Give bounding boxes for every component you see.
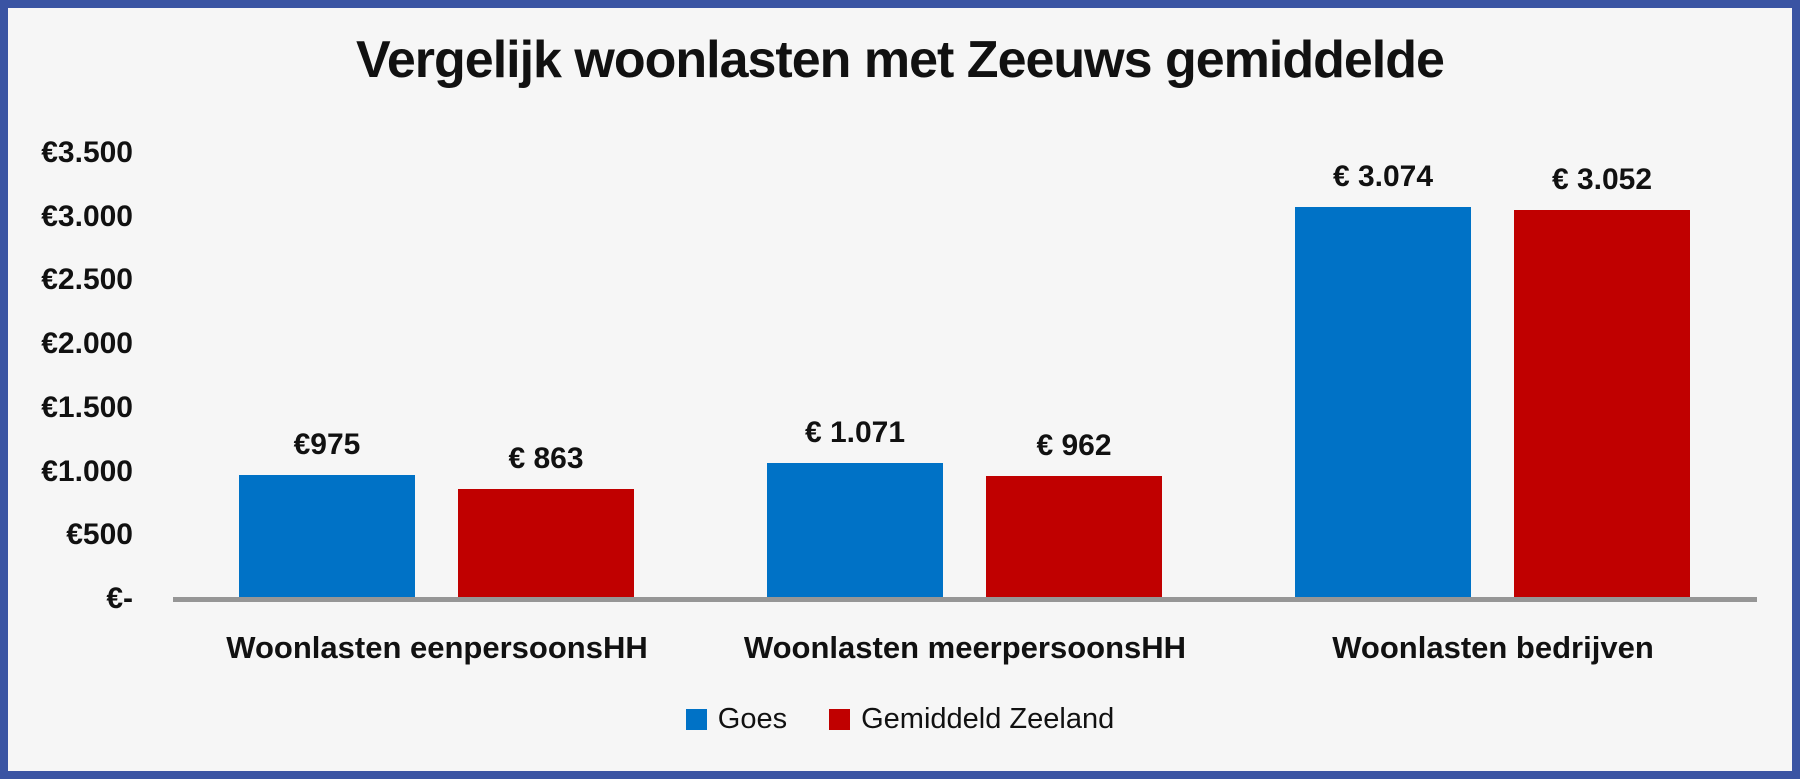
value-label-goes-1: € 1.071 xyxy=(804,416,906,449)
value-label-goes-2: € 3.074 xyxy=(1332,160,1434,193)
y-axis-tick-label-5: €1.000 xyxy=(41,454,133,488)
value-label-goes-0: €975 xyxy=(293,428,361,461)
legend: Goes Gemiddeld Zeeland xyxy=(0,703,1800,736)
legend-label: Gemiddeld Zeeland xyxy=(861,703,1115,735)
bar-goes-1 xyxy=(767,463,943,599)
bar-gemiddeld-zeeland-0 xyxy=(458,489,634,599)
y-axis-tick-label-1: €3.000 xyxy=(41,199,133,233)
legend-label: Goes xyxy=(717,703,788,735)
value-label-gemiddeld-zeeland-2: € 3.052 xyxy=(1551,163,1653,196)
legend-item-gemiddeld-zeeland: Gemiddeld Zeeland xyxy=(829,703,1114,736)
value-label-gemiddeld-zeeland-0: € 863 xyxy=(508,442,584,475)
bar-goes-0 xyxy=(239,475,415,599)
y-axis-tick-label-4: €1.500 xyxy=(41,390,133,424)
value-label-gemiddeld-zeeland-1: € 962 xyxy=(1036,429,1112,462)
y-axis-tick-label-6: €500 xyxy=(66,518,133,552)
x-axis-line xyxy=(173,597,1757,602)
legend-swatch-icon xyxy=(829,709,851,730)
bar-goes-2 xyxy=(1295,207,1471,599)
chart-title: Vergelijk woonlasten met Zeeuws gemiddel… xyxy=(356,31,1445,89)
x-axis-category-label-0: Woonlasten eenpersoonsHH xyxy=(226,630,648,665)
x-axis-category-label-1: Woonlasten meerpersoonsHH xyxy=(743,630,1187,665)
y-axis-tick-label-0: €3.500 xyxy=(41,136,133,169)
legend-item-goes: Goes xyxy=(685,703,788,736)
x-axis-category-label-2: Woonlasten bedrijven xyxy=(1332,630,1654,665)
bar-gemiddeld-zeeland-1 xyxy=(986,476,1162,599)
y-axis-tick-label-7: €- xyxy=(106,582,133,615)
y-axis-tick-label-3: €2.000 xyxy=(41,327,133,361)
bar-gemiddeld-zeeland-2 xyxy=(1514,210,1690,599)
y-axis-tick-label-2: €2.500 xyxy=(41,263,133,297)
legend-swatch-icon xyxy=(685,709,707,730)
